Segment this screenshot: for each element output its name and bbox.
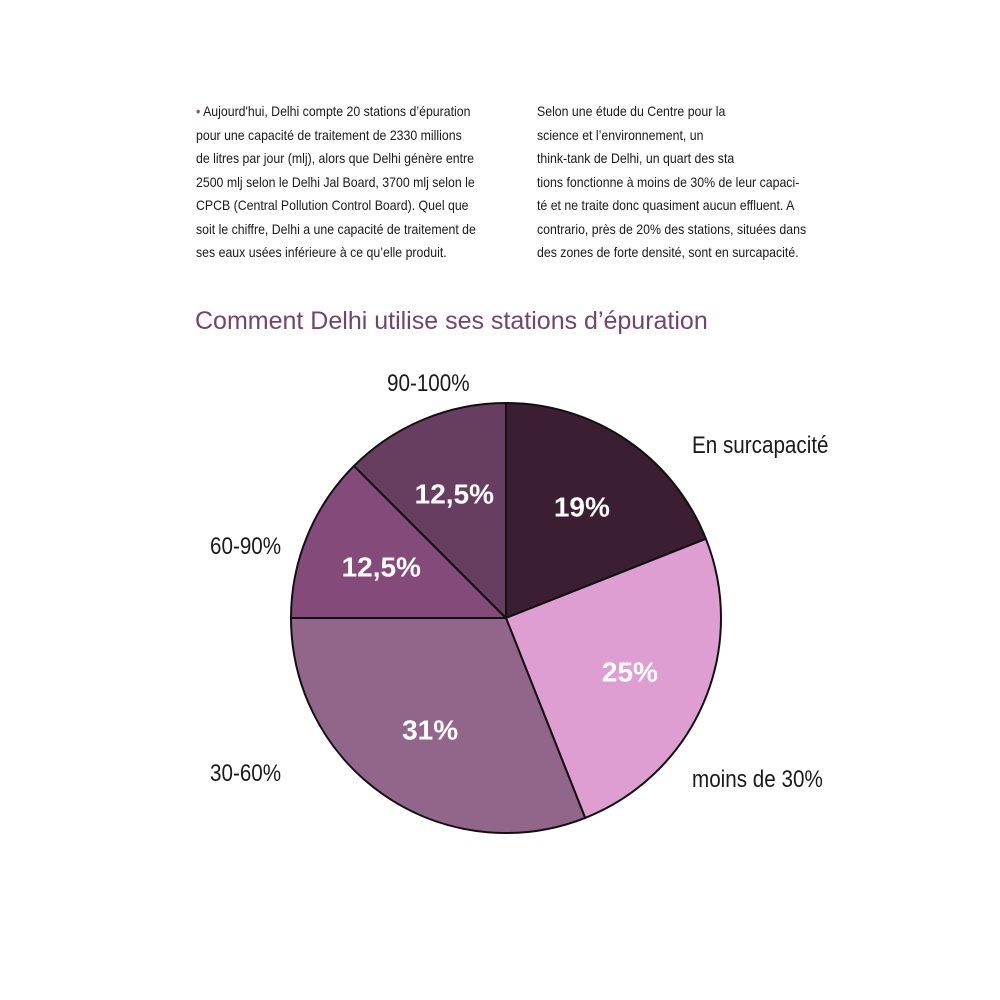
text-line: té et ne traite donc quasiment aucun eff… bbox=[537, 197, 795, 213]
pie-slice bbox=[505, 537, 722, 819]
text-line: science et l’environnement, un bbox=[537, 126, 704, 143]
text-line: des zones de forte densité, sont en surc… bbox=[537, 244, 799, 260]
text-line: tions fonctionne à moins de 30% de leur … bbox=[537, 173, 800, 190]
text-line-content: Aujourd'hui, Delhi compte 20 stations d’… bbox=[203, 103, 471, 119]
intro-column-left: • Aujourd'hui, Delhi compte 20 stations … bbox=[196, 100, 513, 265]
text-line: 2500 mlj selon le Delhi Jal Board, 3700 … bbox=[196, 173, 475, 190]
slice-category-label-60-90: 60-90% bbox=[210, 533, 282, 560]
pie-slice bbox=[290, 464, 507, 619]
slice-value-label: 12,5% bbox=[342, 551, 421, 582]
pie-slice bbox=[505, 402, 707, 619]
pie-slice bbox=[352, 402, 507, 619]
intro-column-right: Selon une étude du Centre pour la scienc… bbox=[537, 100, 836, 265]
slice-category-label-90-100: 90-100% bbox=[387, 370, 470, 397]
slice-value-label: 25% bbox=[602, 657, 658, 688]
slice-value-label: 12,5% bbox=[415, 478, 494, 509]
text-line: CPCB (Central Pollution Control Board). … bbox=[196, 197, 469, 213]
slice-category-label-en-surcapacite: En surcapacité bbox=[692, 432, 829, 459]
text-line: de litres par jour (mlj), alors que Delh… bbox=[196, 150, 475, 166]
text-line: • Aujourd'hui, Delhi compte 20 stations … bbox=[196, 100, 513, 124]
text-line: contrario, près de 20% des stations, sit… bbox=[537, 220, 807, 237]
slice-category-label-30-60: 30-60% bbox=[210, 760, 282, 787]
text-line: think-tank de Delhi, un quart des sta bbox=[537, 150, 735, 166]
pie-slice bbox=[290, 617, 587, 834]
slice-category-label-moins-de-30: moins de 30% bbox=[692, 766, 823, 793]
text-line: pour une capacité de traitement de 2330 … bbox=[196, 126, 462, 143]
chart-title: Comment Delhi utilise ses stations d’épu… bbox=[195, 307, 708, 335]
slice-value-label: 31% bbox=[402, 715, 458, 746]
text-line: Selon une étude du Centre pour la bbox=[537, 103, 726, 119]
text-line: ses eaux usées inférieure à ce qu’elle p… bbox=[196, 244, 447, 260]
bullet-icon: • bbox=[196, 103, 201, 119]
text-line: soit le chiffre, Delhi a une capacité de… bbox=[196, 220, 476, 237]
slice-value-label: 19% bbox=[554, 491, 610, 522]
